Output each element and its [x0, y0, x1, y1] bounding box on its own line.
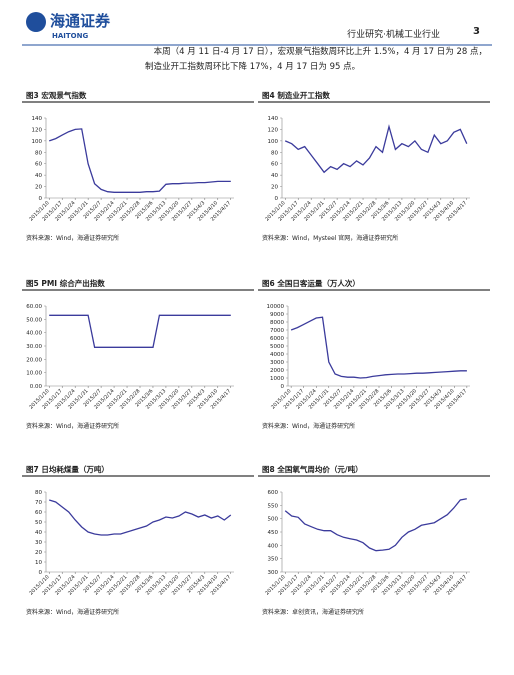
figure-source: 资料来源：Wind，Mysteel 官网，海通证券研究所: [262, 234, 398, 242]
y-tick-label: 8000: [270, 320, 284, 326]
y-tick-label: 7000: [270, 328, 284, 334]
data-line: [284, 498, 467, 552]
figure-title: 图3 宏观景气指数: [26, 90, 87, 100]
figure-source: 资料来源：Wind，海通证券研究所: [262, 422, 355, 430]
logo-text: 海通证券: [50, 12, 111, 30]
data-line: [49, 499, 232, 536]
y-tick-label: 450: [268, 530, 279, 536]
figure-source: 资料来源：Wind，海通证券研究所: [26, 608, 119, 616]
y-tick-label: 140: [32, 116, 43, 122]
logo-icon: [26, 12, 46, 32]
y-tick-label: 0: [39, 570, 43, 576]
y-tick-label: 80: [271, 150, 278, 156]
data-line: [49, 314, 231, 348]
y-tick-label: 50.00: [26, 317, 42, 323]
y-tick-label: 30: [35, 540, 42, 546]
y-tick-label: 120: [32, 127, 43, 133]
y-tick-label: 80: [35, 490, 42, 496]
figure-title: 图7 日均耗煤量（万吨）: [26, 464, 109, 474]
y-tick-label: 30.00: [26, 344, 42, 350]
header-section: 行业研究·机械工业行业: [347, 28, 440, 40]
y-tick-label: 500: [268, 517, 279, 523]
y-tick-label: 60: [35, 510, 42, 516]
y-tick-label: 6000: [270, 336, 284, 342]
y-tick-label: 60: [271, 162, 278, 168]
logo-subtext: HAITONG: [52, 32, 88, 40]
y-tick-label: 40: [271, 173, 278, 179]
y-tick-label: 10.00: [26, 371, 42, 377]
y-tick-label: 60: [35, 162, 42, 168]
y-tick-label: 2000: [270, 368, 284, 374]
y-tick-label: 50: [35, 520, 42, 526]
y-tick-label: 40: [35, 530, 42, 536]
y-tick-label: 40: [35, 173, 42, 179]
y-tick-label: 0: [275, 196, 279, 202]
y-tick-label: 4000: [270, 352, 284, 358]
y-tick-label: 80: [35, 150, 42, 156]
data-line: [284, 124, 468, 174]
body-line: 本周（4 月 11 日-4 月 17 日），宏观景气指数周环比上升 1.5%，4…: [154, 46, 487, 57]
y-tick-label: 20: [35, 550, 42, 556]
y-tick-label: 300: [268, 570, 279, 576]
figure-title: 图4 制造业开工指数: [262, 90, 330, 100]
y-tick-label: 0.00: [30, 384, 43, 390]
y-tick-label: 100: [268, 139, 279, 145]
y-tick-label: 1000: [270, 376, 284, 382]
y-tick-label: 600: [268, 490, 279, 496]
figure-title: 图8 全国氧气周均价（元/吨）: [262, 464, 363, 474]
y-tick-label: 70: [35, 500, 42, 506]
y-tick-label: 0: [281, 384, 285, 390]
y-tick-label: 10: [35, 560, 42, 566]
y-tick-label: 5000: [270, 344, 284, 350]
data-line: [290, 316, 467, 379]
y-tick-label: 20.00: [26, 357, 42, 363]
y-tick-label: 3000: [270, 360, 284, 366]
figure-source: 资料来源：卓创资讯，海通证券研究所: [262, 608, 364, 616]
figure-source: 资料来源：Wind，海通证券研究所: [26, 234, 119, 242]
y-tick-label: 0: [39, 196, 43, 202]
y-tick-label: 40.00: [26, 331, 42, 337]
y-tick-label: 20: [271, 185, 278, 191]
y-tick-label: 60.00: [26, 304, 42, 310]
y-tick-label: 120: [268, 127, 279, 133]
y-tick-label: 100: [32, 139, 43, 145]
page-number: 3: [473, 26, 480, 37]
y-tick-label: 20: [35, 185, 42, 191]
y-tick-label: 10000: [267, 304, 285, 310]
data-line: [48, 128, 231, 193]
figure-title: 图6 全国日客运量（万人次）: [262, 278, 360, 288]
y-tick-label: 9000: [270, 312, 284, 318]
y-tick-label: 140: [268, 116, 279, 122]
y-tick-label: 550: [268, 503, 279, 509]
y-tick-label: 400: [268, 543, 279, 549]
y-tick-label: 350: [268, 557, 279, 563]
figure-title: 图5 PMI 综合产出指数: [26, 278, 105, 288]
figure-source: 资料来源：Wind，海通证券研究所: [26, 422, 119, 430]
body-line: 制造业开工指数周环比下降 17%，4 月 17 日为 95 点。: [145, 61, 360, 72]
